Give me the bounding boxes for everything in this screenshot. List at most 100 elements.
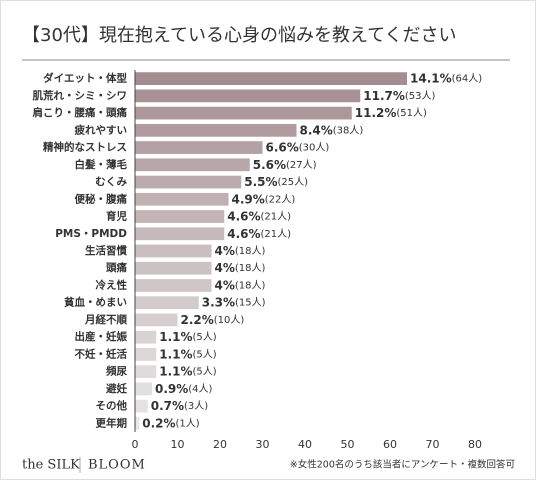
bar bbox=[135, 210, 225, 223]
data-label: 0.2%(1人) bbox=[142, 416, 200, 430]
y-tick-label: 精神的なストレス bbox=[43, 141, 127, 154]
count-label: (18人) bbox=[235, 245, 266, 257]
percent-label: 1.1% bbox=[159, 347, 192, 361]
y-tick-label: 肌荒れ・シミ・シワ bbox=[33, 89, 128, 102]
count-label: (4人) bbox=[188, 383, 212, 395]
x-tick-label: 60 bbox=[383, 438, 397, 451]
bar bbox=[135, 261, 212, 275]
count-label: (5人) bbox=[193, 366, 217, 378]
data-label: 5.6%(27人) bbox=[253, 157, 317, 171]
count-label: (15人) bbox=[235, 297, 266, 309]
y-tick-label: 冷え性 bbox=[96, 278, 128, 291]
percent-label: 0.9% bbox=[155, 381, 188, 395]
data-label: 11.7%(53人) bbox=[363, 88, 435, 102]
y-tick-label: 肩こり・腰痛・頭痛 bbox=[33, 106, 128, 119]
y-tick-label: 頭痛 bbox=[106, 261, 127, 274]
x-tick-label: 80 bbox=[468, 438, 482, 451]
percent-label: 4.6% bbox=[227, 226, 260, 240]
data-label: 3.3%(15人) bbox=[202, 295, 266, 309]
bar bbox=[135, 89, 361, 103]
data-label: 8.4%(38人) bbox=[300, 123, 364, 137]
y-tick-label: 月経不順 bbox=[84, 313, 127, 326]
data-label: 5.5%(25人) bbox=[244, 175, 308, 189]
brand: BLOOM bbox=[88, 458, 146, 473]
bar bbox=[135, 158, 250, 172]
percent-label: 0.7% bbox=[151, 399, 184, 413]
y-tick-label: 不妊・妊活 bbox=[75, 347, 128, 360]
bar bbox=[135, 123, 297, 137]
count-label: (51人) bbox=[396, 107, 427, 119]
y-tick-label: 避妊 bbox=[105, 382, 127, 395]
data-label: 2.2%(10人) bbox=[181, 312, 245, 326]
x-tick-label: 70 bbox=[426, 438, 440, 451]
y-tick-label: その他 bbox=[96, 399, 128, 412]
percent-label: 1.1% bbox=[159, 364, 192, 378]
note: ※女性200名のうち該当者にアンケート・複数回答可 bbox=[290, 459, 515, 471]
y-tick-label: 疲れやすい bbox=[75, 123, 128, 136]
y-tick-label: 便秘・腹痛 bbox=[75, 192, 128, 205]
count-label: (18人) bbox=[235, 279, 266, 291]
percent-label: 2.2% bbox=[181, 312, 214, 326]
bar bbox=[135, 365, 157, 379]
y-tick-label: 育児 bbox=[106, 210, 127, 223]
data-label: 4%(18人) bbox=[215, 244, 266, 258]
count-label: (10人) bbox=[214, 314, 245, 326]
count-label: (22人) bbox=[265, 193, 296, 205]
count-label: (5人) bbox=[193, 331, 217, 343]
y-tick-label: 貧血・めまい bbox=[64, 296, 127, 309]
count-label: (64人) bbox=[452, 73, 483, 85]
count-label: (5人) bbox=[193, 348, 217, 360]
brand: the SILK bbox=[22, 458, 80, 473]
bar bbox=[135, 382, 152, 396]
percent-label: 14.1% bbox=[410, 71, 452, 85]
percent-label: 5.6% bbox=[253, 157, 286, 171]
count-label: (21人) bbox=[261, 228, 292, 240]
bar bbox=[135, 399, 148, 413]
percent-label: 1.1% bbox=[159, 330, 192, 344]
data-label: 14.1%(64人) bbox=[410, 71, 482, 85]
count-label: (27人) bbox=[286, 159, 317, 171]
count-label: (53人) bbox=[405, 90, 436, 102]
percent-label: 11.7% bbox=[363, 88, 405, 102]
data-label: 4.6%(21人) bbox=[227, 209, 291, 223]
x-tick-label: 40 bbox=[298, 438, 312, 451]
y-tick-label: PMS・PMDD bbox=[55, 228, 127, 240]
data-label: 4.9%(22人) bbox=[232, 192, 296, 206]
percent-label: 11.2% bbox=[355, 106, 397, 120]
x-tick-label: 50 bbox=[341, 438, 355, 451]
y-tick-label: ダイエット・体型 bbox=[43, 72, 127, 85]
x-tick-label: 0 bbox=[132, 438, 139, 451]
count-label: (18人) bbox=[235, 262, 266, 274]
y-tick-label: 更年期 bbox=[96, 416, 128, 429]
percent-label: 4% bbox=[215, 261, 235, 275]
bar bbox=[135, 279, 212, 292]
bar bbox=[135, 330, 157, 344]
data-label: 4.6%(21人) bbox=[227, 226, 291, 240]
percent-label: 3.3% bbox=[202, 295, 235, 309]
bar bbox=[135, 313, 178, 327]
x-tick-label: 10 bbox=[171, 438, 185, 451]
data-label: 1.1%(5人) bbox=[159, 330, 217, 344]
bar bbox=[135, 192, 229, 206]
bar bbox=[135, 72, 407, 85]
percent-label: 0.2% bbox=[142, 416, 175, 430]
percent-label: 4.9% bbox=[232, 192, 265, 206]
data-label: 1.1%(5人) bbox=[159, 347, 217, 361]
y-tick-label: 生活習慣 bbox=[85, 244, 127, 257]
data-label: 4%(18人) bbox=[215, 278, 266, 292]
bar bbox=[135, 106, 352, 120]
bar bbox=[135, 227, 225, 241]
count-label: (38人) bbox=[333, 124, 364, 136]
bar bbox=[135, 417, 140, 430]
y-tick-label: 白髪・薄毛 bbox=[75, 158, 128, 171]
data-label: 0.9%(4人) bbox=[155, 381, 213, 395]
y-tick-label: むくみ bbox=[95, 176, 127, 188]
percent-label: 4% bbox=[215, 244, 235, 258]
count-label: (21人) bbox=[261, 211, 292, 223]
bar bbox=[135, 348, 157, 361]
x-tick-label: 20 bbox=[213, 438, 227, 451]
bar bbox=[135, 175, 242, 189]
x-tick-label: 30 bbox=[256, 438, 270, 451]
bar bbox=[135, 244, 212, 258]
